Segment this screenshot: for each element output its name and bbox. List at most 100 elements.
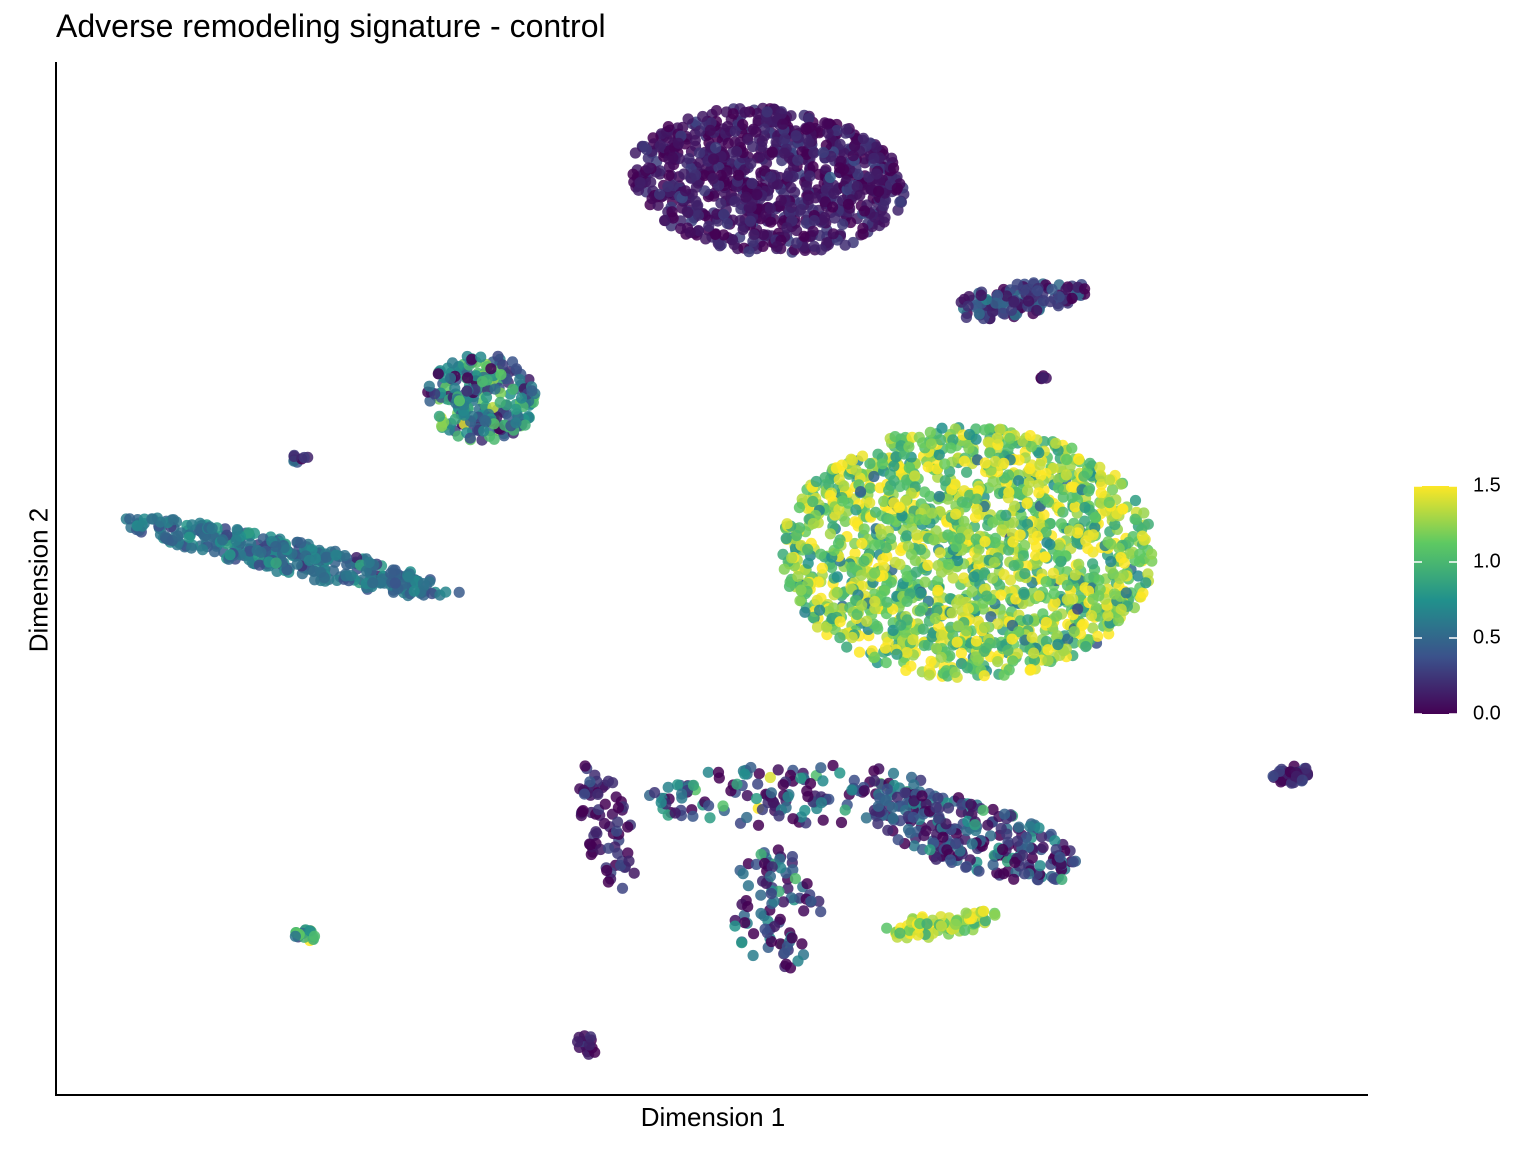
scatter-point	[975, 289, 987, 301]
scatter-point	[654, 140, 666, 152]
scatter-point	[659, 214, 671, 227]
scatter-point	[935, 920, 948, 932]
scatter-point	[911, 529, 923, 541]
scatter-point	[777, 548, 789, 561]
scatter-point	[987, 859, 999, 871]
scatter-point	[1084, 457, 1096, 469]
scatter-point	[889, 431, 901, 443]
scatter-point	[824, 528, 837, 540]
scatter-point	[1037, 608, 1049, 620]
scatter-point	[917, 623, 929, 635]
scatter-point	[834, 616, 846, 628]
scatter-point	[699, 185, 711, 197]
scatter-point	[968, 571, 980, 583]
scatter-point	[611, 825, 623, 837]
scatter-point	[962, 300, 974, 312]
scatter-point	[979, 915, 992, 927]
scatter-point	[811, 621, 824, 633]
scatter-point	[888, 460, 900, 472]
scatter-point	[982, 436, 994, 448]
scatter-point	[960, 861, 972, 873]
scatter-point	[731, 146, 743, 158]
scatter-point	[861, 615, 873, 627]
scatter-point	[945, 442, 957, 454]
scatter-point	[1022, 295, 1035, 307]
scatter-point	[802, 557, 814, 569]
scatter-point	[870, 168, 883, 180]
scatter-point	[449, 413, 461, 425]
scatter-point	[1073, 558, 1085, 570]
scatter-point	[856, 537, 868, 550]
scatter-point	[757, 240, 769, 252]
scatter-point	[1018, 588, 1030, 601]
scatter-point	[1085, 610, 1098, 622]
scatter-point	[933, 490, 946, 503]
scatter-point	[476, 376, 488, 388]
scatter-point	[576, 806, 588, 818]
scatter-point	[793, 502, 806, 514]
scatter-point	[755, 907, 767, 920]
scatter-point	[956, 799, 968, 811]
scatter-point	[1017, 849, 1029, 862]
scatter-point	[1273, 765, 1285, 778]
scatter-point	[997, 843, 1009, 856]
scatter-point	[461, 372, 474, 384]
scatter-point	[910, 566, 923, 578]
scatter-point	[1008, 873, 1020, 885]
scatter-point	[662, 781, 674, 793]
scatter-point	[829, 212, 841, 224]
scatter-point	[363, 556, 375, 569]
scatter-point	[385, 567, 397, 579]
scatter-point	[796, 938, 808, 950]
scatter-point	[753, 768, 765, 780]
scatter-point	[1031, 530, 1043, 543]
scatter-point	[1083, 585, 1095, 597]
scatter-point	[977, 905, 990, 917]
scatter-point	[792, 955, 804, 967]
scatter-point	[853, 646, 866, 658]
scatter-point	[741, 811, 753, 824]
scatter-point	[243, 554, 255, 566]
scatter-point	[1022, 614, 1034, 626]
scatter-point	[592, 788, 604, 801]
scatter-point	[857, 222, 869, 234]
scatter-point	[978, 670, 990, 682]
scatter-point	[928, 534, 940, 546]
scatter-point	[883, 484, 895, 496]
scatter-point	[183, 531, 195, 544]
scatter-point	[1300, 762, 1312, 775]
scatter-point	[942, 493, 954, 505]
scatter-point	[923, 669, 935, 681]
scatter-point	[937, 831, 949, 843]
scatter-point	[876, 458, 889, 470]
scatter-point	[739, 917, 751, 929]
scatter-point	[780, 958, 792, 970]
scatter-point	[966, 838, 978, 850]
scatter-point	[994, 580, 1006, 592]
scatter-point	[939, 475, 951, 487]
scatter-point	[870, 141, 882, 153]
scatter-point	[718, 208, 730, 221]
scatter-point	[813, 895, 825, 907]
scatter-point	[846, 631, 858, 644]
scatter-point	[168, 514, 180, 526]
scatter-point	[998, 868, 1010, 880]
scatter-point	[935, 434, 947, 446]
scatter-point	[623, 855, 635, 867]
scatter-point	[816, 562, 828, 574]
scatter-point	[1019, 568, 1031, 580]
scatter-point	[124, 513, 136, 525]
scatter-point	[742, 858, 755, 870]
scatter-point	[1036, 831, 1048, 843]
scatter-point	[858, 785, 870, 797]
scatter-point	[185, 542, 197, 554]
scatter-point	[320, 551, 332, 563]
scatter-point	[963, 428, 976, 441]
scatter-point	[881, 922, 893, 934]
scatter-point	[667, 152, 679, 164]
scatter-point	[702, 766, 714, 778]
scatter-point	[1033, 822, 1045, 834]
scatter-point	[932, 792, 944, 804]
scatter-point	[453, 395, 465, 407]
scatter-point	[775, 194, 787, 206]
